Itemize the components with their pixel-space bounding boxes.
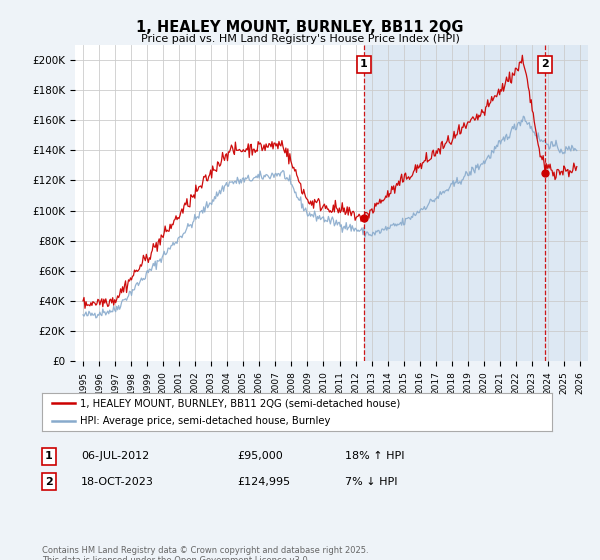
Text: 2: 2 <box>45 477 53 487</box>
Text: Price paid vs. HM Land Registry's House Price Index (HPI): Price paid vs. HM Land Registry's House … <box>140 34 460 44</box>
Text: 1: 1 <box>45 451 53 461</box>
Text: £124,995: £124,995 <box>237 477 290 487</box>
Text: 06-JUL-2012: 06-JUL-2012 <box>81 451 149 461</box>
Text: Contains HM Land Registry data © Crown copyright and database right 2025.
This d: Contains HM Land Registry data © Crown c… <box>42 546 368 560</box>
Text: 1: 1 <box>360 59 368 69</box>
Text: 2: 2 <box>541 59 548 69</box>
Text: 1, HEALEY MOUNT, BURNLEY, BB11 2QG (semi-detached house): 1, HEALEY MOUNT, BURNLEY, BB11 2QG (semi… <box>80 398 401 408</box>
Text: £95,000: £95,000 <box>237 451 283 461</box>
Text: 18-OCT-2023: 18-OCT-2023 <box>81 477 154 487</box>
Text: 18% ↑ HPI: 18% ↑ HPI <box>345 451 404 461</box>
Text: HPI: Average price, semi-detached house, Burnley: HPI: Average price, semi-detached house,… <box>80 416 331 426</box>
Text: 7% ↓ HPI: 7% ↓ HPI <box>345 477 398 487</box>
Bar <box>364 45 588 361</box>
Text: 1, HEALEY MOUNT, BURNLEY, BB11 2QG: 1, HEALEY MOUNT, BURNLEY, BB11 2QG <box>136 20 464 35</box>
